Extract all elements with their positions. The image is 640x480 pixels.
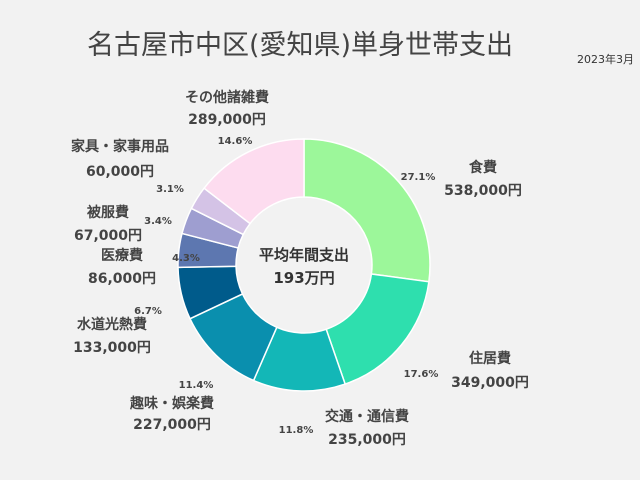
category-label-7: 被服費 (87, 204, 129, 221)
percent-label-6: 4.3% (172, 253, 200, 264)
amount-label-1: 538,000円 (444, 183, 522, 199)
amount-label-5: 133,000円 (73, 340, 151, 356)
amount-label-8: 60,000円 (86, 164, 154, 180)
amount-label-2: 349,000円 (451, 375, 529, 391)
percent-label-2: 17.6% (404, 369, 439, 380)
chart-title: 名古屋市中区(愛知県)単身世帯支出 (87, 30, 513, 61)
amount-label-3: 235,000円 (328, 432, 406, 448)
category-label-1: 食費 (469, 159, 497, 176)
category-label-2: 住居費 (469, 350, 511, 367)
donut-slice-9 (203, 138, 305, 225)
category-label-8: 家具・家事用品 (71, 138, 169, 155)
category-label-4: 趣味・娯楽費 (129, 395, 214, 412)
center-label-title: 平均年間支出 (259, 246, 349, 264)
percent-label-3: 11.8% (279, 425, 314, 436)
percent-label-8: 3.1% (156, 184, 184, 195)
chart-date: 2023年3月 (577, 52, 634, 66)
category-label-3: 交通・通信費 (325, 408, 409, 425)
percent-label-1: 27.1% (401, 172, 436, 183)
amount-label-9: 289,000円 (188, 112, 266, 128)
percent-label-7: 3.4% (144, 216, 172, 227)
category-label-6: 医療費 (101, 247, 143, 264)
amount-label-4: 227,000円 (133, 417, 211, 433)
percent-label-9: 14.6% (218, 136, 253, 147)
amount-label-6: 86,000円 (88, 271, 156, 287)
donut-slice-2 (325, 273, 430, 386)
category-label-9: その他諸雑費 (185, 89, 269, 106)
percent-label-4: 11.4% (179, 380, 214, 391)
amount-label-7: 67,000円 (74, 228, 142, 244)
category-label-5: 水道光熱費 (77, 316, 147, 333)
percent-label-5: 6.7% (134, 306, 162, 317)
center-label-total: 193万円 (273, 269, 334, 287)
donut-slice-1 (303, 138, 431, 283)
